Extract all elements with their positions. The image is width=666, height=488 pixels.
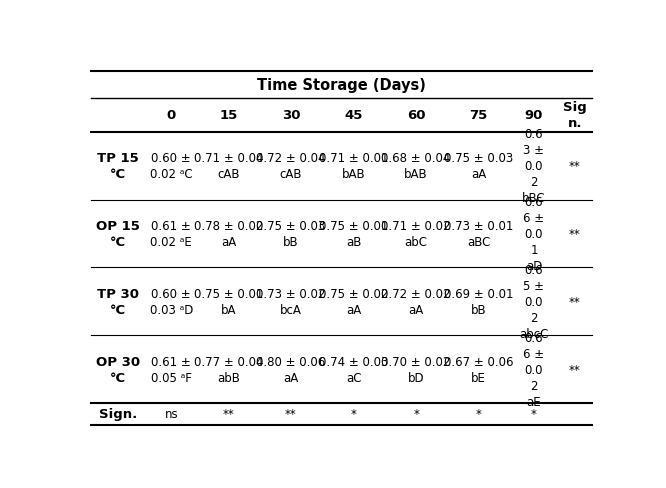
Text: 45: 45: [344, 109, 363, 122]
Text: 0.68 ± 0.04
bAB: 0.68 ± 0.04 bAB: [382, 152, 451, 181]
Text: 0.75 ± 0.01
bA: 0.75 ± 0.01 bA: [194, 287, 263, 316]
Text: 0.72 ± 0.04
cAB: 0.72 ± 0.04 cAB: [256, 152, 326, 181]
Text: 0.6
5 ±
0.0
2
abcC: 0.6 5 ± 0.0 2 abcC: [519, 263, 549, 340]
Text: *: *: [531, 407, 537, 421]
Text: 0.6
3 ±
0.0
2
bBC: 0.6 3 ± 0.0 2 bBC: [522, 128, 545, 205]
Text: 0.61 ±
0.02 ᵃE: 0.61 ± 0.02 ᵃE: [151, 220, 192, 248]
Text: 0.71 ± 0.04
cAB: 0.71 ± 0.04 cAB: [194, 152, 263, 181]
Text: ns: ns: [165, 407, 178, 421]
Text: Sign.: Sign.: [99, 407, 137, 421]
Text: 0.73 ± 0.02
bcA: 0.73 ± 0.02 bcA: [256, 287, 326, 316]
Text: 0.69 ± 0.01
bB: 0.69 ± 0.01 bB: [444, 287, 513, 316]
Text: **: **: [569, 295, 581, 308]
Text: 0.72 ± 0.02
aA: 0.72 ± 0.02 aA: [382, 287, 451, 316]
Text: 0.80 ± 0.06
aA: 0.80 ± 0.06 aA: [256, 355, 326, 384]
Text: *: *: [413, 407, 419, 421]
Text: 0.78 ± 0.02
aA: 0.78 ± 0.02 aA: [194, 220, 263, 248]
Text: OP 15
°C: OP 15 °C: [97, 220, 140, 248]
Text: 15: 15: [219, 109, 238, 122]
Text: 0.70 ± 0.02
bD: 0.70 ± 0.02 bD: [382, 355, 451, 384]
Text: 0.6
6 ±
0.0
2
aE: 0.6 6 ± 0.0 2 aE: [523, 331, 545, 408]
Text: **: **: [222, 407, 234, 421]
Text: 0.75 ± 0.03
aA: 0.75 ± 0.03 aA: [444, 152, 513, 181]
Text: 90: 90: [525, 109, 543, 122]
Text: 0.74 ± 0.03
aC: 0.74 ± 0.03 aC: [319, 355, 388, 384]
Text: 0.61 ±
0.05 ᵃF: 0.61 ± 0.05 ᵃF: [151, 355, 192, 384]
Text: TP 15
°C: TP 15 °C: [97, 152, 139, 181]
Text: 60: 60: [407, 109, 426, 122]
Text: 0.60 ±
0.02 ᵃC: 0.60 ± 0.02 ᵃC: [150, 152, 192, 181]
Text: **: **: [569, 363, 581, 376]
Text: 0.67 ± 0.06
bE: 0.67 ± 0.06 bE: [444, 355, 513, 384]
Text: 0.71 ± 0.02
abC: 0.71 ± 0.02 abC: [382, 220, 451, 248]
Text: 0.75 ± 0.02
aA: 0.75 ± 0.02 aA: [319, 287, 388, 316]
Text: **: **: [569, 227, 581, 241]
Text: 30: 30: [282, 109, 300, 122]
Text: *: *: [350, 407, 356, 421]
Text: 0.77 ± 0.04
abB: 0.77 ± 0.04 abB: [194, 355, 263, 384]
Text: 0.73 ± 0.01
aBC: 0.73 ± 0.01 aBC: [444, 220, 513, 248]
Text: 0.75 ± 0.03
bB: 0.75 ± 0.03 bB: [256, 220, 326, 248]
Text: **: **: [285, 407, 297, 421]
Text: Time Storage (Days): Time Storage (Days): [257, 78, 426, 93]
Text: *: *: [476, 407, 482, 421]
Text: 0: 0: [166, 109, 176, 122]
Text: 75: 75: [470, 109, 488, 122]
Text: 0.60 ±
0.03 ᵃD: 0.60 ± 0.03 ᵃD: [150, 287, 193, 316]
Text: 0.6
6 ±
0.0
1
aD: 0.6 6 ± 0.0 1 aD: [523, 196, 545, 272]
Text: **: **: [569, 160, 581, 173]
Text: 0.71 ± 0.01
bAB: 0.71 ± 0.01 bAB: [319, 152, 388, 181]
Text: 0.75 ± 0.01
aB: 0.75 ± 0.01 aB: [319, 220, 388, 248]
Text: OP 30
°C: OP 30 °C: [96, 355, 141, 384]
Text: Sig
n.: Sig n.: [563, 101, 587, 130]
Text: TP 30
°C: TP 30 °C: [97, 287, 139, 316]
